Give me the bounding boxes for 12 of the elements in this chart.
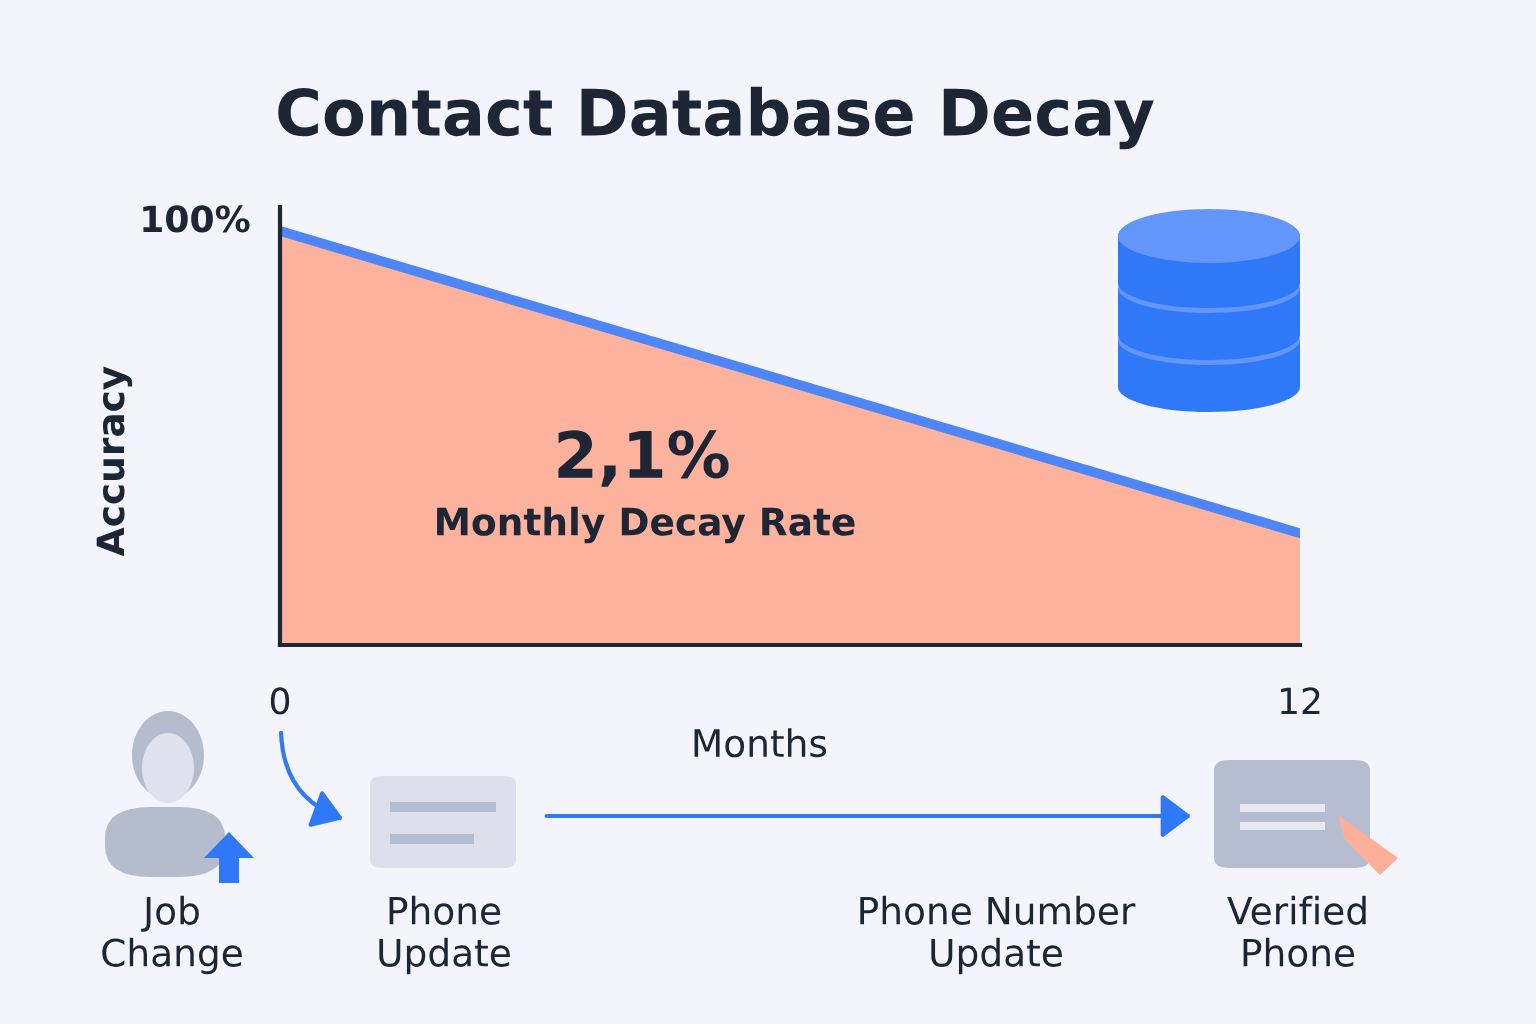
text: Phone Number Update <box>860 895 1136 975</box>
x-tick-label: 0 <box>270 687 290 715</box>
text: Phone Update <box>379 895 510 975</box>
text: Verified Phone <box>1227 895 1366 967</box>
x-axis-title: Months <box>694 728 827 758</box>
text: 100% <box>143 205 250 233</box>
y-axis-title: Accuracy <box>96 366 133 557</box>
text: Job Change <box>102 895 242 975</box>
x-tick-label: 12 <box>1280 687 1320 715</box>
annotation: 2,1% <box>558 430 729 487</box>
annotation: Monthly Decay Rate <box>437 506 855 544</box>
chart-title: Contact Database Decay <box>278 86 1154 150</box>
